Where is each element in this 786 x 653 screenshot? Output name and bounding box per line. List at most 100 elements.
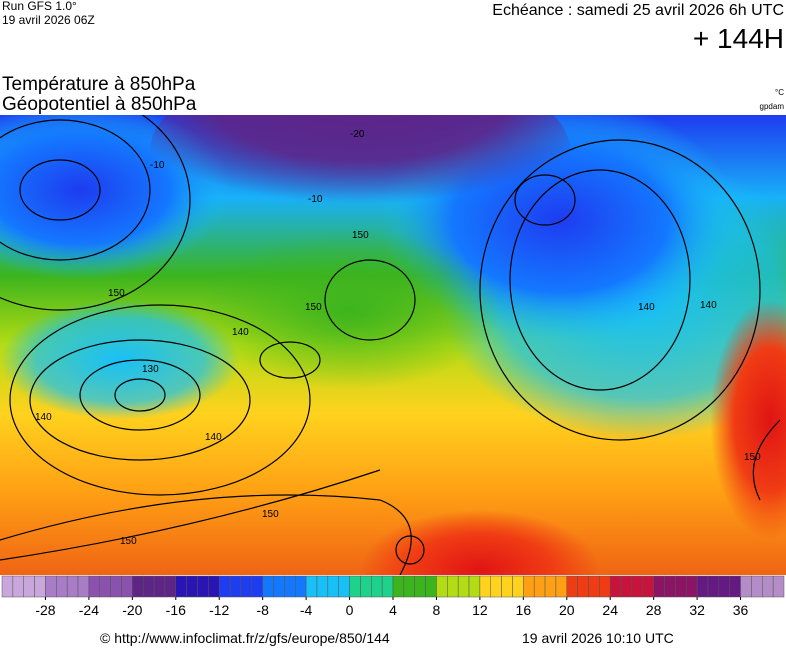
colorbar-cell xyxy=(208,575,220,598)
colorbar-tick-label: 12 xyxy=(472,602,488,618)
colorbar-cell xyxy=(1,575,14,598)
colorbar-cell xyxy=(707,575,720,598)
colorbar-cell xyxy=(740,575,752,598)
contour-label: 140 xyxy=(35,412,52,423)
colorbar-cell xyxy=(371,575,383,598)
source: © http://www.infoclimat.fr/z/gfs/europe/… xyxy=(100,630,390,646)
contour-label: 150 xyxy=(108,288,125,299)
colorbar-cell xyxy=(555,575,568,598)
contour-label: -20 xyxy=(350,129,365,140)
colorbar-cell xyxy=(620,575,633,598)
contour-label: -10 xyxy=(150,160,165,171)
colorbar-cell xyxy=(240,575,253,598)
contour-label: 140 xyxy=(205,432,222,443)
colorbar-cell xyxy=(447,575,459,598)
colorbar-cell xyxy=(468,575,481,598)
contour-label: 150 xyxy=(744,452,761,463)
colorbar-cell xyxy=(686,575,698,598)
colorbar-cell xyxy=(599,575,611,598)
echeance: Echéance : samedi 25 avril 2026 6h UTC xyxy=(492,2,784,19)
colorbar-cell xyxy=(436,575,448,598)
colorbar-cell xyxy=(490,575,502,598)
colorbar-cell xyxy=(566,575,578,598)
run: Run GFS 1.0° xyxy=(2,0,77,13)
colorbar-cell xyxy=(403,575,415,598)
colorbar-cell xyxy=(110,575,122,598)
colorbar-cell xyxy=(360,575,372,598)
contour-label: 150 xyxy=(305,302,322,313)
colorbar-cell xyxy=(295,575,307,598)
colorbar-cell xyxy=(218,575,231,598)
colorbar-cell xyxy=(88,575,100,598)
title-geopotential: Géopotentiel à 850hPa xyxy=(2,94,197,115)
colorbar-tick-label: 0 xyxy=(346,602,354,618)
run-date: 19 avril 2026 06Z xyxy=(2,13,95,27)
colorbar-cell xyxy=(327,575,339,598)
colorbar-tick-label: -24 xyxy=(79,602,99,618)
colorbar-tick-label: -16 xyxy=(166,602,186,618)
unit-temperature: °C xyxy=(775,88,784,97)
contour-labels: 150 150 150 150 150 150 140 140 140 140 … xyxy=(35,129,761,547)
colorbar-cell xyxy=(642,575,654,598)
map-field xyxy=(360,510,600,575)
colorbar-cell xyxy=(316,575,329,598)
map-field xyxy=(710,300,786,540)
contour-label: 140 xyxy=(700,300,717,311)
colorbar-tick-label: 36 xyxy=(733,602,749,618)
colorbar-tick-label: 8 xyxy=(433,602,441,618)
colorbar-cell xyxy=(56,575,68,598)
colorbar-tick-label: 16 xyxy=(516,602,532,618)
colorbar-cell xyxy=(45,575,57,598)
colorbar-cell xyxy=(142,575,155,598)
colorbar-cell xyxy=(588,575,600,598)
contour-label: 150 xyxy=(120,536,137,547)
colorbar-cell xyxy=(479,575,491,598)
colorbar-cell xyxy=(99,575,111,598)
colorbar-cell xyxy=(392,575,405,598)
colorbar-cell xyxy=(12,575,24,598)
contour-label: -10 xyxy=(308,194,323,205)
colorbar-cell xyxy=(121,575,133,598)
contours xyxy=(0,115,781,575)
colorbar-cell xyxy=(273,575,285,598)
colorbar-cell xyxy=(653,575,665,598)
colorbar-cell xyxy=(751,575,763,598)
colorbar-cell xyxy=(23,575,35,598)
colorbar-cell xyxy=(262,575,274,598)
colorbar-cell xyxy=(197,575,209,598)
contour-label: 140 xyxy=(638,302,655,313)
colorbar-tick-label: -4 xyxy=(300,602,313,618)
colorbar-cell xyxy=(229,575,242,598)
colorbar-cell xyxy=(512,575,524,598)
unit-geopotential: gpdam xyxy=(760,102,785,111)
colorbar-cell xyxy=(772,575,785,598)
colorbar-cell xyxy=(164,575,177,598)
colorbar-cell xyxy=(132,575,144,598)
title-temperature: Température à 850hPa xyxy=(2,74,196,95)
colorbar-cell xyxy=(729,575,741,598)
map-field xyxy=(200,230,500,390)
colorbar-cell xyxy=(425,575,437,598)
lead-time: + 144H xyxy=(693,23,784,54)
colorbar-cell xyxy=(251,575,263,598)
contour-label: 140 xyxy=(232,327,249,338)
map: 150 150 150 150 150 150 140 140 140 140 … xyxy=(0,115,786,575)
colorbar-cell xyxy=(381,575,394,598)
colorbar-cell xyxy=(457,575,470,598)
colorbar-cell xyxy=(696,575,709,598)
contour-label: 150 xyxy=(262,509,279,520)
colorbar-cell xyxy=(544,575,557,598)
colorbar-cell xyxy=(414,575,426,598)
map-field xyxy=(150,115,570,240)
contour-label: 150 xyxy=(352,230,369,241)
colorbar-tick-label: -28 xyxy=(35,602,55,618)
colorbar-tick-label: 28 xyxy=(646,602,662,618)
colorbar-cell xyxy=(762,575,774,598)
colorbar-tick-label: 20 xyxy=(559,602,575,618)
colorbar-cell xyxy=(609,575,622,598)
colorbar: -28 -24 -20 -16 -12 -8 -4 0 4 8 12 16 20 24 28 32 36 xyxy=(1,575,785,618)
colorbar-tick-label: -12 xyxy=(209,602,229,618)
colorbar-cell xyxy=(349,575,361,598)
colorbar-cell xyxy=(338,575,350,598)
